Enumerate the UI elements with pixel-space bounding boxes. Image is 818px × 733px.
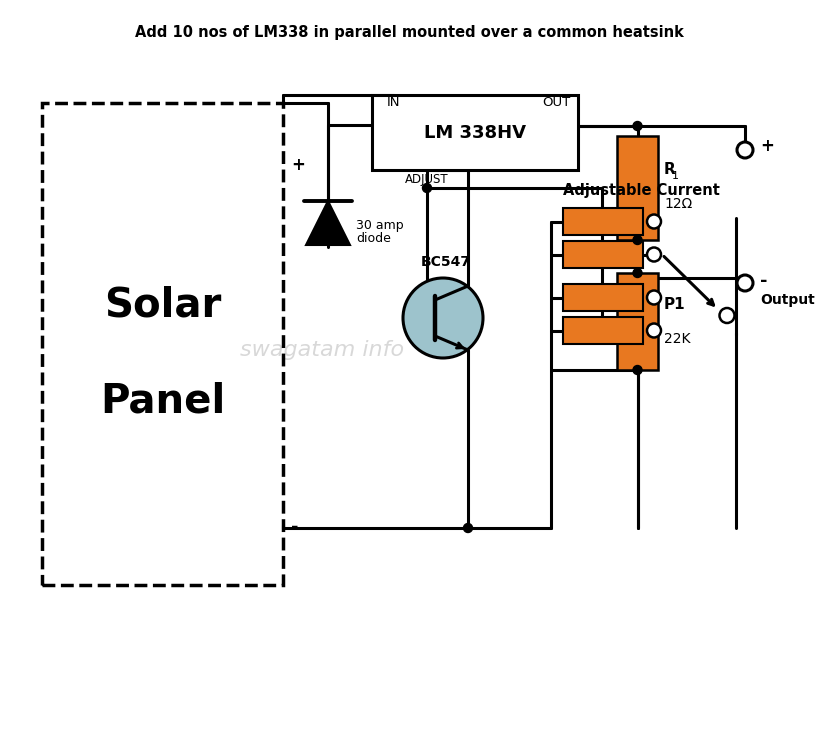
Text: R: R: [664, 162, 676, 177]
Text: LM 338HV: LM 338HV: [424, 123, 526, 141]
Text: diode: diode: [356, 232, 391, 245]
Circle shape: [423, 183, 432, 193]
Text: Add 10 nos of LM338 in parallel mounted over a common heatsink: Add 10 nos of LM338 in parallel mounted …: [135, 26, 683, 40]
Circle shape: [633, 366, 642, 375]
Text: 22K: 22K: [664, 332, 690, 346]
Circle shape: [403, 278, 483, 358]
Bar: [372, 95, 578, 170]
Text: P1: P1: [664, 297, 685, 312]
Circle shape: [720, 308, 735, 323]
Circle shape: [633, 235, 642, 245]
Bar: [42, 103, 283, 585]
Circle shape: [633, 122, 642, 130]
Circle shape: [633, 268, 642, 278]
Bar: [617, 273, 658, 370]
Text: Panel: Panel: [100, 382, 225, 421]
Circle shape: [464, 523, 473, 532]
Bar: [563, 208, 643, 235]
Text: OUT: OUT: [542, 97, 570, 109]
Polygon shape: [306, 201, 350, 245]
Text: -: -: [760, 272, 767, 290]
Text: 12Ω: 12Ω: [664, 196, 692, 210]
Text: BC547: BC547: [421, 255, 471, 269]
Bar: [563, 241, 643, 268]
Text: IN: IN: [387, 97, 401, 109]
Circle shape: [737, 275, 753, 291]
Bar: [563, 284, 643, 311]
Text: -: -: [291, 518, 299, 536]
Text: Output: Output: [760, 293, 815, 307]
Text: +: +: [291, 156, 305, 174]
Circle shape: [647, 215, 661, 229]
Bar: [617, 136, 658, 240]
Text: Adjustable Current: Adjustable Current: [563, 183, 720, 198]
Text: swagatam info: swagatam info: [240, 340, 404, 360]
Text: 30 amp: 30 amp: [356, 218, 403, 232]
Circle shape: [647, 323, 661, 337]
Circle shape: [647, 290, 661, 304]
Circle shape: [737, 142, 753, 158]
Bar: [563, 317, 643, 344]
Text: Solar: Solar: [104, 285, 221, 325]
Text: +: +: [760, 137, 774, 155]
Circle shape: [647, 248, 661, 262]
Text: ADJUST: ADJUST: [405, 174, 449, 186]
Text: 1: 1: [672, 172, 679, 181]
